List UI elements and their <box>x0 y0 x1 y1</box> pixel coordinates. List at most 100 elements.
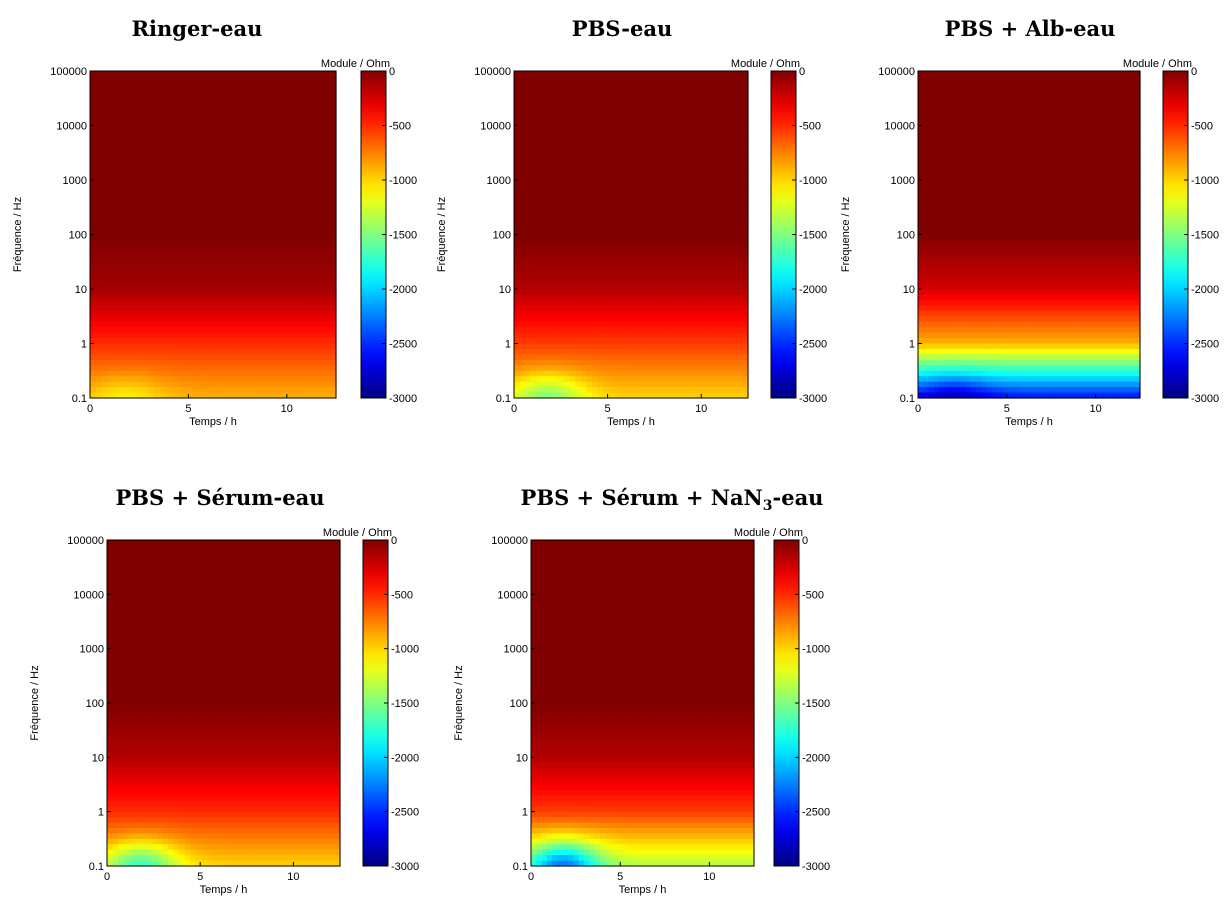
heatmap-cell <box>207 283 214 290</box>
heatmap-cell <box>283 316 290 323</box>
heatmap-cell <box>142 305 150 312</box>
heatmap-cell <box>172 81 179 88</box>
heatmap-cell <box>697 130 705 137</box>
heatmap-cell <box>536 163 543 170</box>
heatmap-cell <box>558 370 565 377</box>
heatmap-cell <box>271 338 279 345</box>
heatmap-cell <box>148 370 156 377</box>
heatmap-cell <box>614 136 621 143</box>
heatmap-cell <box>189 201 197 208</box>
heatmap-cell <box>536 338 543 345</box>
heatmap-cell <box>586 365 593 372</box>
heatmap-cell <box>224 365 232 372</box>
heatmap-cell <box>742 354 749 361</box>
heatmap-cell <box>625 169 632 176</box>
heatmap-cell <box>201 201 208 208</box>
heatmap-cell <box>318 207 325 214</box>
heatmap-cell <box>636 212 643 219</box>
heatmap-cell <box>631 98 638 105</box>
heatmap-cell <box>236 321 243 328</box>
heatmap-cell <box>312 81 320 88</box>
heatmap-cell <box>271 229 279 236</box>
heatmap-cell <box>277 141 284 148</box>
heatmap-cell <box>592 196 599 203</box>
heatmap-cell <box>692 103 699 110</box>
heatmap-cell <box>619 103 627 110</box>
heatmap-cell <box>218 272 226 279</box>
heatmap-cell <box>592 103 599 110</box>
heatmap-cell <box>553 141 560 148</box>
heatmap-cell <box>731 234 738 241</box>
heatmap-cell <box>131 125 138 132</box>
heatmap-cell <box>720 272 727 279</box>
heatmap-cell <box>647 212 654 219</box>
heatmap-cell <box>736 114 744 121</box>
heatmap-cell <box>547 136 554 143</box>
heatmap-cell <box>603 370 610 377</box>
heatmap-cell <box>569 71 576 78</box>
heatmap-cell <box>642 305 649 312</box>
heatmap-cell <box>703 169 710 176</box>
heatmap-cell <box>195 283 202 290</box>
heatmap-cell <box>195 338 202 345</box>
x-tick-label: 10 <box>281 403 293 415</box>
heatmap-cell <box>101 332 109 339</box>
heatmap-cell <box>166 174 173 181</box>
heatmap-cell <box>631 136 638 143</box>
heatmap-cell <box>703 289 710 296</box>
heatmap-cell <box>575 147 582 154</box>
heatmap-cell <box>525 130 532 137</box>
heatmap-cell <box>172 136 179 143</box>
heatmap-cell <box>597 256 604 263</box>
heatmap-cell <box>248 278 255 285</box>
heatmap-cell <box>586 256 593 263</box>
heatmap-cell <box>675 223 682 230</box>
heatmap-cell <box>625 196 632 203</box>
heatmap-cell <box>213 359 220 366</box>
heatmap-cell <box>201 163 208 170</box>
heatmap-cell <box>113 370 120 377</box>
heatmap-cell <box>107 387 115 394</box>
heatmap-cell <box>172 321 179 328</box>
heatmap-cell <box>236 365 243 372</box>
heatmap-cell <box>736 354 744 361</box>
heatmap-cell <box>547 190 554 197</box>
heatmap-cell <box>189 365 197 372</box>
heatmap-cell <box>230 229 238 236</box>
heatmap-cell <box>283 338 290 345</box>
heatmap-cell <box>207 185 214 192</box>
heatmap-cell <box>230 76 238 83</box>
heatmap-cell <box>136 332 144 339</box>
heatmap-cell <box>312 163 320 170</box>
heatmap-cell <box>558 174 565 181</box>
heatmap-cell <box>575 256 582 263</box>
heatmap-cell <box>703 332 710 339</box>
heatmap-cell <box>119 359 126 366</box>
heatmap-cell <box>90 223 97 230</box>
heatmap-cell <box>541 174 549 181</box>
heatmap-cell <box>242 174 249 181</box>
heatmap-cell <box>207 316 214 323</box>
heatmap-cell <box>160 294 167 301</box>
heatmap-cell <box>119 212 126 219</box>
heatmap-cell <box>312 283 320 290</box>
heatmap-cell <box>564 305 571 312</box>
heatmap-cell <box>736 321 744 328</box>
heatmap-cell <box>692 365 699 372</box>
heatmap-cell <box>536 267 543 274</box>
heatmap-cell <box>265 370 273 377</box>
heatmap-cell <box>131 343 138 350</box>
heatmap-cell <box>525 321 532 328</box>
heatmap-cell <box>312 289 320 296</box>
heatmap-cell <box>586 316 593 323</box>
heatmap-cell <box>530 289 537 296</box>
heatmap-cell <box>125 152 132 159</box>
heatmap-cell <box>95 354 103 361</box>
heatmap-cell <box>236 250 243 257</box>
colorbar-tick-label: -3000 <box>389 393 417 405</box>
heatmap-cell <box>725 114 732 121</box>
heatmap-cell <box>259 180 267 187</box>
heatmap-cell <box>619 71 627 78</box>
heatmap-cell <box>514 185 521 192</box>
heatmap-cell <box>283 289 290 296</box>
